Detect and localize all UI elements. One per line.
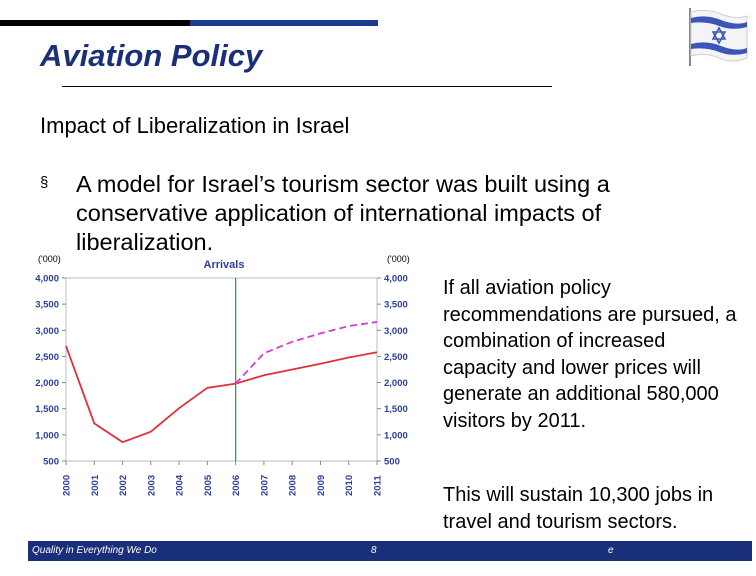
jobs-summary-text: This will sustain 10,300 jobs in travel … <box>443 484 714 533</box>
x-tick-label: 2000 <box>62 475 73 496</box>
top-bar-blue <box>190 20 378 26</box>
left-unit-label: ('000) <box>38 254 61 264</box>
y-tick-label-left: 2,500 <box>35 352 59 363</box>
y-tick-label-right: 1,000 <box>384 430 408 441</box>
projection-summary-text: If all aviation policy recommendations a… <box>443 277 737 432</box>
arrivals-chart: ('000) ('000) Arrivals 500 500 1,000 1,000 1… <box>22 254 410 504</box>
x-tick-label: 2009 <box>316 475 327 496</box>
page-number: 8 <box>371 545 377 556</box>
y-tick-label-left: 500 <box>43 457 59 468</box>
y-tick-label-right: 4,000 <box>384 274 408 285</box>
footer-bar: Quality in Everything We Do 8 e <box>28 541 752 561</box>
plot-frame <box>65 277 378 462</box>
x-tick-label: 2010 <box>344 475 355 496</box>
x-tick-label: 2003 <box>146 475 157 496</box>
y-tick-label-left: 1,500 <box>35 404 59 415</box>
projection-series-line <box>234 321 378 385</box>
top-bar-black <box>0 20 190 26</box>
x-tick-label: 2004 <box>175 474 186 496</box>
y-tick-label-left: 2,000 <box>35 378 59 389</box>
footer-tagline: Quality in Everything We Do <box>32 545 157 556</box>
israel-flag-icon <box>689 8 748 66</box>
y-tick-label-left: 3,500 <box>35 300 59 311</box>
y-tick-label-right: 1,500 <box>384 404 408 415</box>
slide-title: Aviation Policy <box>40 38 263 73</box>
y-tick-label-right: 2,000 <box>384 378 408 389</box>
chart-title: Arrivals <box>204 259 245 271</box>
x-tick-label: 2006 <box>231 475 242 496</box>
footer-logo-text: e <box>608 545 614 556</box>
baseline-series-line <box>65 345 378 444</box>
y-tick-label-right: 2,500 <box>384 352 408 363</box>
y-tick-label-right: 500 <box>384 457 400 468</box>
x-tick-label: 2005 <box>203 474 214 496</box>
y-tick-label-left: 4,000 <box>35 274 59 285</box>
y-tick-label-left: 1,000 <box>35 430 59 441</box>
y-tick-label-right: 3,500 <box>384 300 408 311</box>
right-unit-label: ('000) <box>387 254 410 264</box>
y-tick-label-left: 3,000 <box>35 326 59 337</box>
y-tick-label-right: 3,000 <box>384 326 408 337</box>
x-tick-label: 2001 <box>90 474 101 496</box>
x-tick-label: 2002 <box>118 475 129 496</box>
x-tick-label: 2008 <box>288 475 299 496</box>
title-divider <box>62 86 552 87</box>
slide-subtitle: Impact of Liberalization in Israel <box>40 113 350 138</box>
bullet-text: A model for Israel’s tourism sector was … <box>76 171 610 255</box>
x-tick-label: 2011 <box>373 475 384 496</box>
x-tick-label: 2007 <box>259 475 270 496</box>
bullet-icon: § <box>40 174 49 191</box>
